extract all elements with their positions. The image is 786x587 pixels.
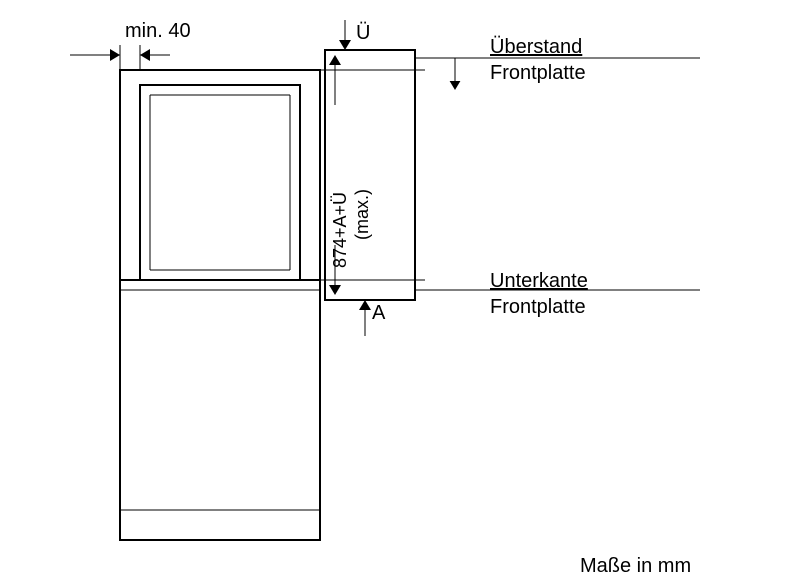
label-frontplatte-top: Frontplatte bbox=[490, 62, 586, 85]
drawing-svg bbox=[0, 0, 786, 587]
label-unterkante: Unterkante bbox=[490, 270, 588, 293]
diagram-container: min. 40 Ü A 874+A+Ü (max.) Überstand Fro… bbox=[0, 0, 786, 587]
label-vert-dim-sub: (max.) bbox=[352, 189, 373, 240]
label-u-mark: Ü bbox=[356, 22, 370, 45]
label-frontplatte-bot: Frontplatte bbox=[490, 296, 586, 319]
label-footer: Maße in mm bbox=[580, 555, 691, 578]
label-min-40: min. 40 bbox=[125, 20, 191, 43]
label-vert-dim: 874+A+Ü bbox=[330, 192, 351, 268]
label-uberstand: Überstand bbox=[490, 36, 582, 59]
label-a-mark: A bbox=[372, 302, 385, 325]
